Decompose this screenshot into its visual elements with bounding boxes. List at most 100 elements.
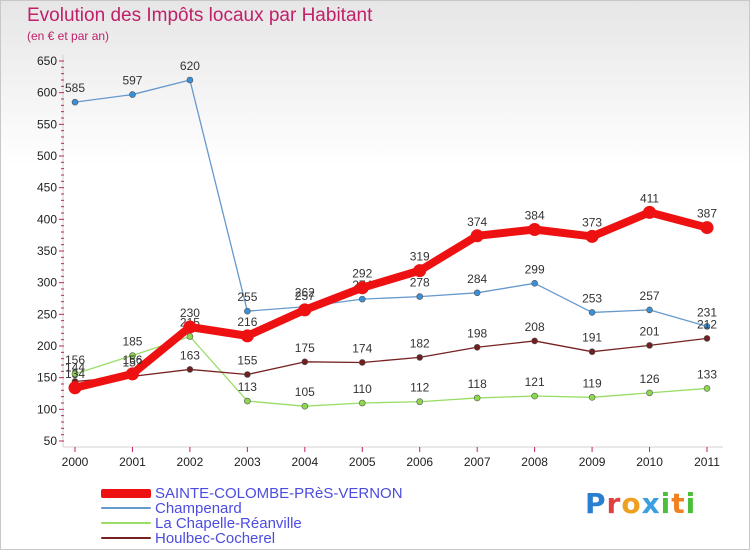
y-tick-label: 500	[37, 149, 57, 163]
data-label-houlbec-cocherel: 191	[582, 331, 602, 345]
x-tick-label: 2004	[291, 455, 318, 469]
data-label-champenard: 620	[180, 59, 200, 73]
data-point-la-chapelle-r-anville	[416, 398, 424, 406]
legend-swatch-la-chapelle	[101, 522, 151, 524]
y-tick-label: 250	[37, 307, 57, 321]
data-point-champenard	[473, 289, 481, 297]
logo-letter: t	[671, 487, 686, 520]
data-label-la-chapelle-r-anville: 112	[410, 381, 429, 395]
data-point-champenard	[244, 307, 251, 315]
data-point-sainte-colombe-pr-s-vernon	[700, 221, 714, 235]
legend-label: Houlbec-Cocherel	[155, 529, 276, 547]
data-label-houlbec-cocherel: 174	[352, 341, 372, 355]
x-tick-label: 2003	[234, 455, 261, 469]
data-label-houlbec-cocherel: 175	[295, 341, 315, 355]
data-label-sainte-colombe-pr-s-vernon: 156	[122, 353, 142, 367]
data-point-sainte-colombe-pr-s-vernon	[528, 222, 542, 236]
data-label-sainte-colombe-pr-s-vernon: 373	[582, 215, 602, 229]
data-label-sainte-colombe-pr-s-vernon: 384	[525, 208, 545, 222]
legend-swatch-houlbec	[101, 537, 151, 539]
data-label-champenard: 278	[410, 276, 430, 290]
y-tick-label: 400	[37, 212, 57, 226]
data-point-sainte-colombe-pr-s-vernon	[643, 205, 657, 219]
x-tick-label: 2005	[349, 455, 376, 469]
series-line-sainte-colombe-pr-s-vernon	[71, 208, 711, 392]
data-label-sainte-colombe-pr-s-vernon: 387	[697, 207, 717, 221]
data-label-champenard: 255	[237, 290, 257, 304]
x-tick-label: 2009	[579, 455, 606, 469]
data-point-la-chapelle-r-anville	[473, 394, 481, 402]
data-label-la-chapelle-r-anville: 126	[640, 372, 660, 386]
data-point-houlbec-cocherel	[646, 342, 653, 349]
logo-letter: i	[685, 487, 697, 520]
data-point-la-chapelle-r-anville	[531, 392, 538, 400]
data-point-champenard	[646, 306, 653, 314]
data-point-champenard	[588, 309, 596, 316]
data-point-la-chapelle-r-anville	[646, 389, 653, 397]
data-point-champenard	[531, 279, 538, 287]
x-tick-label: 2000	[62, 455, 89, 469]
legend-item-champenard: Champenard	[101, 500, 242, 517]
data-point-houlbec-cocherel	[358, 359, 366, 366]
data-point-la-chapelle-r-anville	[358, 399, 366, 407]
data-point-houlbec-cocherel	[473, 343, 481, 351]
data-label-sainte-colombe-pr-s-vernon: 134	[65, 367, 85, 381]
data-label-la-chapelle-r-anville: 105	[295, 385, 315, 399]
logo-letter: x	[641, 487, 661, 520]
data-label-champenard: 253	[582, 291, 602, 305]
x-tick-label: 2007	[464, 455, 491, 469]
x-tick-label: 2001	[119, 455, 146, 469]
data-point-la-chapelle-r-anville	[71, 370, 79, 378]
y-tick-label: 600	[37, 86, 57, 100]
y-tick-label: 150	[37, 371, 57, 385]
data-point-sainte-colombe-pr-s-vernon	[68, 381, 82, 395]
data-point-champenard	[129, 91, 136, 98]
logo-letter: r	[606, 487, 622, 520]
data-label-champenard: 597	[122, 74, 142, 88]
legend-swatch-sainte-colombe	[101, 488, 151, 498]
chart-title: Evolution des Impôts locaux par Habitant	[27, 5, 373, 26]
data-point-champenard	[186, 76, 194, 84]
data-label-houlbec-cocherel: 182	[410, 336, 430, 350]
data-point-houlbec-cocherel	[703, 335, 711, 342]
data-point-la-chapelle-r-anville	[703, 385, 711, 392]
y-tick-label: 550	[37, 117, 57, 131]
logo-letter: P	[585, 487, 607, 520]
data-point-sainte-colombe-pr-s-vernon	[585, 229, 599, 243]
data-label-champenard: 262	[295, 286, 315, 300]
data-label-la-chapelle-r-anville: 118	[468, 377, 487, 391]
data-point-houlbec-cocherel	[416, 354, 424, 361]
data-label-la-chapelle-r-anville: 121	[525, 375, 545, 389]
data-point-houlbec-cocherel	[588, 348, 596, 356]
data-point-houlbec-cocherel	[186, 366, 194, 373]
y-tick-label: 650	[37, 54, 57, 68]
x-tick-label: 2002	[177, 455, 204, 469]
legend-item-sainte-colombe: SAINTE-COLOMBE-PRèS-VERNON	[101, 484, 403, 502]
x-tick-label: 2011	[694, 455, 720, 469]
data-point-la-chapelle-r-anville	[301, 402, 309, 410]
data-label-la-chapelle-r-anville: 185	[122, 335, 142, 349]
data-point-champenard	[416, 293, 424, 300]
series-line-houlbec-cocherel	[74, 337, 708, 383]
data-label-houlbec-cocherel: 201	[640, 324, 660, 338]
data-point-champenard	[703, 323, 711, 330]
legend-label: SAINTE-COLOMBE-PRèS-VERNON	[155, 484, 403, 502]
data-label-houlbec-cocherel: 144	[65, 360, 85, 374]
data-label-sainte-colombe-pr-s-vernon: 319	[410, 250, 430, 264]
legend-label: La Chapelle-Réanville	[155, 514, 302, 532]
data-label-champenard: 231	[697, 305, 717, 319]
data-label-sainte-colombe-pr-s-vernon: 374	[467, 215, 487, 229]
y-tick-label: 300	[37, 276, 57, 290]
data-label-sainte-colombe-pr-s-vernon: 257	[295, 289, 315, 303]
y-tick-label: 450	[37, 181, 57, 195]
data-label-champenard: 284	[467, 272, 487, 286]
y-tick-label: 350	[37, 244, 57, 258]
data-label-houlbec-cocherel: 208	[525, 320, 545, 334]
logo-letter: i	[660, 487, 672, 520]
data-point-sainte-colombe-pr-s-vernon	[240, 329, 254, 343]
data-point-la-chapelle-r-anville	[244, 397, 251, 405]
data-label-champenard: 257	[640, 289, 660, 303]
data-label-sainte-colombe-pr-s-vernon: 411	[640, 191, 659, 205]
data-point-sainte-colombe-pr-s-vernon	[298, 303, 312, 317]
